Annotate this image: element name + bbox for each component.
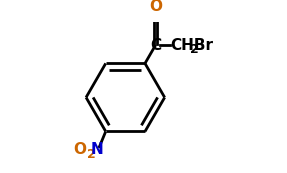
Text: 2: 2 <box>87 148 96 161</box>
Text: O: O <box>149 0 162 14</box>
Text: N: N <box>91 142 104 157</box>
Text: CHBr: CHBr <box>171 38 214 53</box>
Text: 2: 2 <box>190 43 198 56</box>
Text: C: C <box>150 38 161 53</box>
Text: O: O <box>73 142 86 157</box>
